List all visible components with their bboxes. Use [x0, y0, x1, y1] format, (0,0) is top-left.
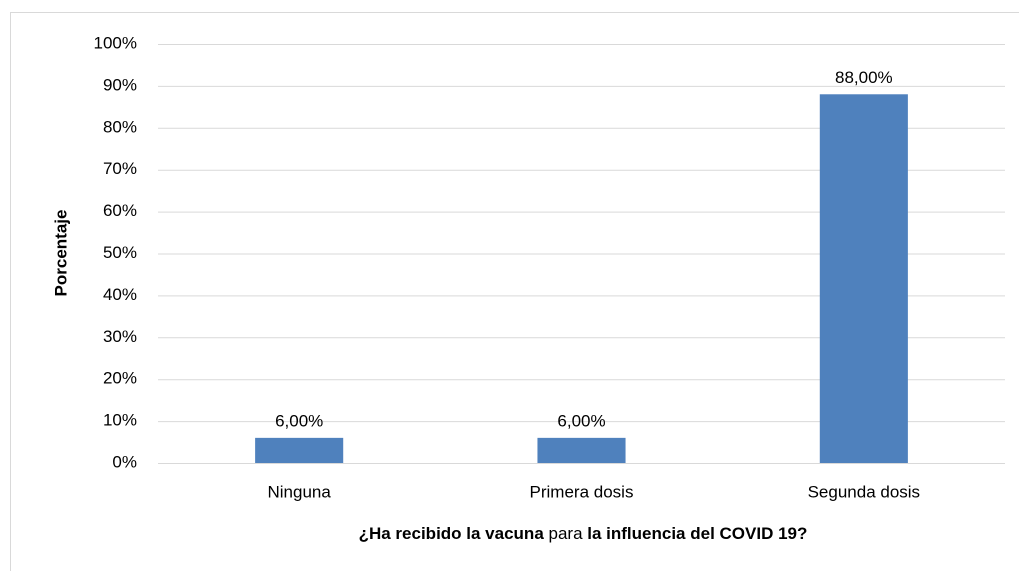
x-axis-label-part: la influencia del COVID 19? — [587, 524, 807, 543]
y-tick-label: 0% — [112, 452, 137, 471]
y-tick-label: 40% — [103, 285, 137, 304]
data-label: 6,00% — [557, 411, 605, 430]
y-tick-label: 50% — [103, 243, 137, 262]
y-tick-label: 70% — [103, 159, 137, 178]
y-tick-label: 90% — [103, 75, 137, 94]
y-tick-label: 20% — [103, 369, 137, 388]
data-label: 88,00% — [835, 68, 893, 87]
y-tick-label: 30% — [103, 327, 137, 346]
y-tick-label: 10% — [103, 411, 137, 430]
y-axis-label: Porcentaje — [51, 210, 70, 297]
bar — [255, 437, 344, 463]
bar — [819, 94, 908, 463]
y-tick-label: 80% — [103, 117, 137, 136]
y-tick-label: 100% — [94, 33, 137, 52]
x-axis-label-part: ¿Ha recibido la vacuna — [359, 524, 545, 543]
data-label: 6,00% — [275, 411, 323, 430]
x-tick-label: Primera dosis — [530, 482, 634, 501]
x-tick-label: Segunda dosis — [808, 482, 920, 501]
bar — [537, 437, 626, 463]
x-axis-label-part: para — [544, 524, 587, 543]
x-axis-label: ¿Ha recibido la vacuna para la influenci… — [359, 524, 808, 543]
x-tick-label: Ninguna — [268, 482, 332, 501]
y-tick-label: 60% — [103, 201, 137, 220]
